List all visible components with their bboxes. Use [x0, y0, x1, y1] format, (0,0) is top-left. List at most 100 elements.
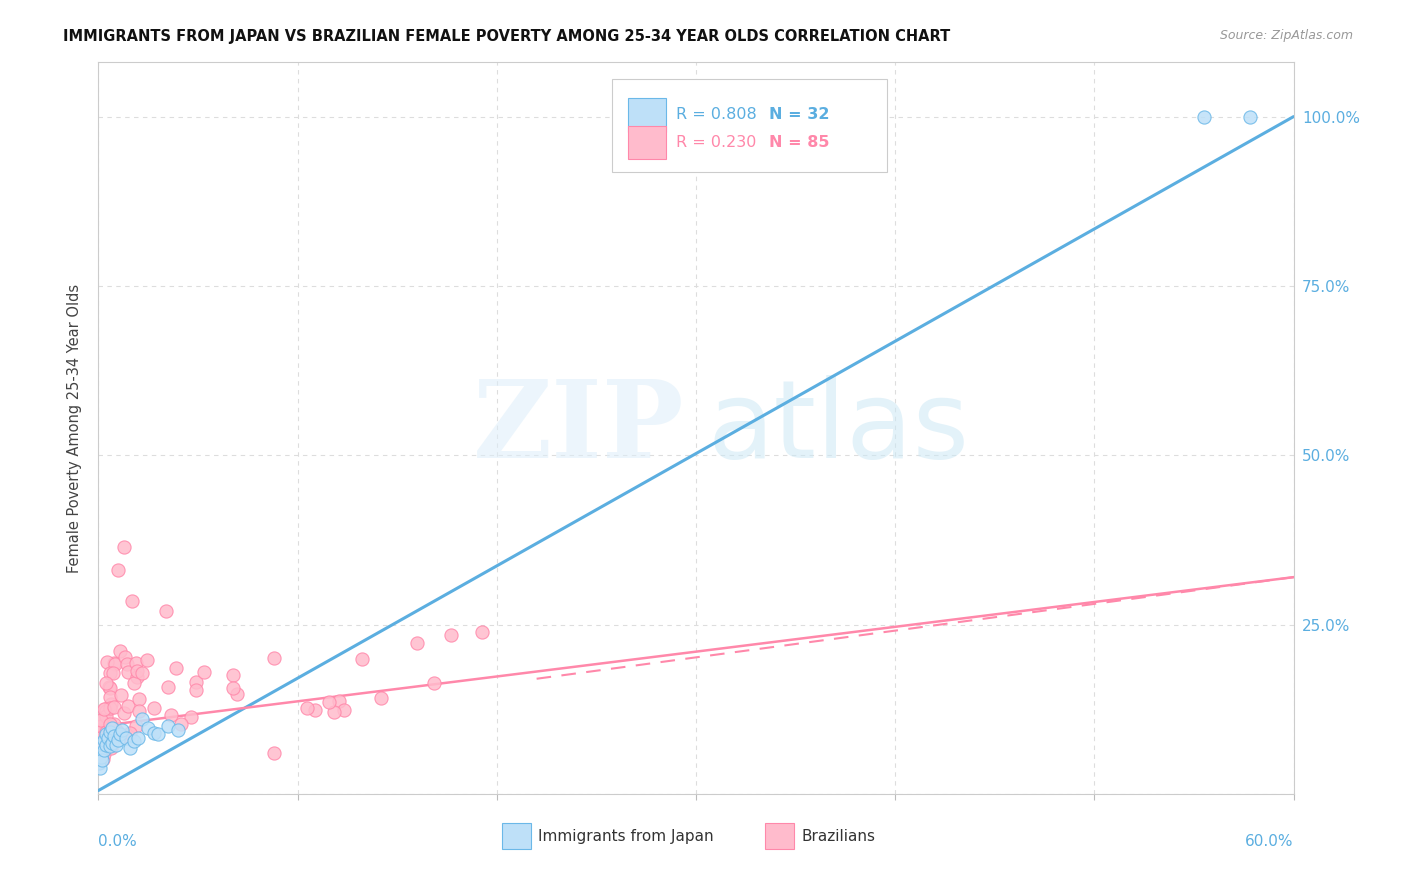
- Point: [103, 666, 125, 681]
- Point: [98, 724, 122, 739]
- Point: [350, 652, 373, 666]
- Text: R = 0.230: R = 0.230: [676, 135, 756, 150]
- Text: R = 0.808: R = 0.808: [676, 108, 756, 122]
- Text: Brazilians: Brazilians: [801, 829, 875, 844]
- Point: [93, 726, 115, 740]
- Point: [89, 731, 111, 745]
- Point: [93, 702, 115, 716]
- Point: [157, 719, 180, 733]
- Point: [222, 668, 245, 682]
- Point: [93, 747, 115, 762]
- Point: [110, 727, 132, 741]
- Y-axis label: Female Poverty Among 25-34 Year Olds: Female Poverty Among 25-34 Year Olds: [67, 284, 83, 573]
- Point: [124, 734, 146, 748]
- FancyBboxPatch shape: [765, 823, 794, 849]
- Point: [136, 653, 159, 667]
- Point: [98, 690, 121, 704]
- Point: [370, 691, 392, 706]
- Point: [156, 680, 179, 694]
- Point: [107, 563, 129, 577]
- Text: N = 32: N = 32: [769, 108, 830, 122]
- Point: [112, 706, 135, 721]
- Point: [131, 666, 153, 681]
- Point: [107, 732, 129, 747]
- Point: [117, 698, 139, 713]
- Point: [97, 731, 120, 746]
- Point: [143, 726, 166, 740]
- Point: [93, 743, 115, 757]
- Point: [98, 681, 121, 696]
- Point: [89, 743, 111, 757]
- Point: [103, 656, 125, 670]
- Point: [94, 730, 117, 744]
- Point: [91, 740, 114, 755]
- Point: [89, 714, 111, 728]
- Point: [94, 702, 117, 716]
- Point: [1239, 110, 1261, 124]
- Point: [169, 717, 191, 731]
- Point: [333, 703, 356, 717]
- Text: ZIP: ZIP: [472, 376, 685, 481]
- Point: [89, 746, 111, 760]
- Point: [101, 736, 124, 750]
- Point: [297, 701, 319, 715]
- Point: [125, 664, 148, 678]
- Point: [155, 604, 177, 618]
- Point: [96, 738, 118, 752]
- Point: [193, 665, 215, 680]
- Point: [471, 624, 494, 639]
- Point: [91, 753, 114, 767]
- Point: [96, 655, 118, 669]
- Point: [184, 683, 207, 698]
- Point: [94, 708, 117, 723]
- Point: [159, 707, 181, 722]
- Point: [405, 636, 427, 650]
- Point: [128, 704, 150, 718]
- Point: [98, 739, 122, 754]
- Point: [98, 665, 121, 680]
- Point: [100, 741, 122, 756]
- Point: [165, 661, 187, 675]
- Point: [184, 674, 207, 689]
- Text: 0.0%: 0.0%: [98, 834, 138, 849]
- Point: [125, 719, 148, 733]
- Point: [143, 700, 166, 714]
- Text: 60.0%: 60.0%: [1246, 834, 1294, 849]
- Point: [440, 628, 463, 642]
- Point: [91, 752, 114, 766]
- Point: [91, 737, 114, 751]
- Point: [323, 705, 346, 719]
- Point: [115, 657, 138, 672]
- Point: [90, 713, 112, 727]
- Point: [136, 721, 159, 735]
- FancyBboxPatch shape: [613, 78, 887, 172]
- Point: [423, 675, 446, 690]
- Point: [304, 702, 326, 716]
- Point: [263, 746, 285, 760]
- FancyBboxPatch shape: [628, 126, 666, 160]
- Point: [110, 688, 132, 702]
- Point: [112, 540, 135, 554]
- Point: [318, 696, 340, 710]
- Point: [96, 727, 118, 741]
- Point: [328, 694, 350, 708]
- Point: [127, 731, 149, 746]
- Point: [105, 738, 128, 752]
- Point: [100, 734, 122, 748]
- FancyBboxPatch shape: [628, 98, 666, 132]
- Point: [103, 729, 125, 743]
- Point: [91, 728, 114, 742]
- Point: [94, 676, 117, 690]
- Point: [104, 657, 127, 671]
- Point: [108, 643, 131, 657]
- Point: [263, 651, 285, 665]
- Point: [118, 726, 141, 740]
- Point: [222, 681, 245, 695]
- Point: [90, 749, 112, 764]
- Point: [100, 697, 122, 711]
- Text: Source: ZipAtlas.com: Source: ZipAtlas.com: [1219, 29, 1353, 42]
- Point: [167, 723, 190, 737]
- Point: [125, 656, 148, 670]
- Text: atlas: atlas: [709, 376, 970, 481]
- Point: [96, 705, 118, 719]
